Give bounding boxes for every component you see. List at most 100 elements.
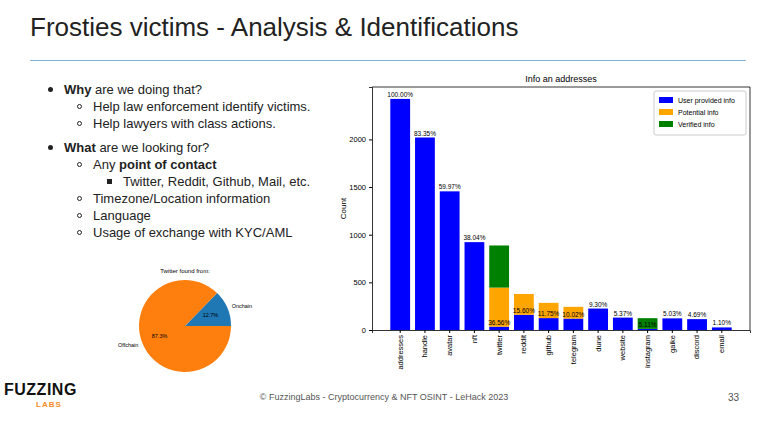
data-label: 87.3% bbox=[152, 333, 168, 339]
bullet-item: Any point of contact bbox=[74, 156, 310, 173]
bullet-run: are we doing that? bbox=[91, 82, 202, 97]
x-tick: website bbox=[618, 330, 627, 361]
tick-label: telegram bbox=[569, 335, 578, 364]
x-tick: avatar bbox=[445, 330, 454, 356]
bar bbox=[514, 293, 534, 294]
x-tick: dune bbox=[594, 330, 603, 352]
bar bbox=[687, 319, 707, 320]
bar bbox=[662, 318, 682, 319]
annotation: 5.11% bbox=[639, 321, 657, 328]
annotation: 4.69% bbox=[688, 311, 707, 318]
x-tick: instagram bbox=[643, 330, 652, 368]
bullet-run: What bbox=[64, 140, 96, 155]
data-label: 12.7% bbox=[203, 312, 219, 318]
bar bbox=[440, 191, 460, 192]
bullet-item: Usage of exchange with KYC/AML bbox=[74, 224, 310, 241]
bar bbox=[687, 319, 707, 320]
bullet-run: Any bbox=[93, 157, 119, 172]
bullet-text: Any point of contact bbox=[93, 157, 217, 172]
page-number: 33 bbox=[728, 392, 739, 403]
slices bbox=[139, 280, 231, 372]
bullet-marker bbox=[107, 179, 112, 184]
tick-mark bbox=[523, 330, 524, 333]
slice-label: Onchain bbox=[232, 303, 253, 309]
annotation: 11.75% bbox=[538, 310, 560, 317]
tick-label: 1000 bbox=[349, 231, 366, 240]
bar bbox=[489, 245, 509, 287]
annotation: 1.10% bbox=[713, 319, 732, 326]
bullet-item: Why are we doing that? bbox=[45, 81, 310, 98]
x-tick: reddit bbox=[519, 330, 528, 354]
bullet-marker bbox=[77, 196, 82, 201]
bullet-run: are we looking for? bbox=[96, 140, 209, 155]
tick-label: 2000 bbox=[349, 135, 366, 144]
slice-label: Offchain bbox=[118, 342, 138, 348]
legend-swatch bbox=[659, 121, 673, 127]
tick-mark bbox=[499, 330, 500, 333]
legend: User provided infoPotential infoVerified… bbox=[654, 91, 746, 135]
bar bbox=[390, 98, 410, 99]
title-rule bbox=[30, 60, 746, 61]
tick-mark bbox=[672, 330, 673, 333]
bullet-marker bbox=[77, 104, 82, 109]
bar bbox=[563, 319, 583, 330]
bar bbox=[588, 309, 608, 330]
y-tick: 1500 bbox=[349, 183, 372, 192]
bullet-run: Usage of exchange with KYC/AML bbox=[93, 225, 292, 240]
bullet-marker bbox=[77, 121, 82, 126]
bullet-text: Help law enforcement identify victims. bbox=[93, 99, 310, 114]
slide: Frosties victims - Analysis & Identifica… bbox=[0, 0, 768, 421]
tick-label: reddit bbox=[519, 334, 528, 354]
frame bbox=[372, 87, 750, 330]
tick-label: 0 bbox=[362, 326, 366, 335]
bar bbox=[440, 191, 460, 192]
bullet-item: Twitter, Reddit, Github, Mail, etc. bbox=[104, 173, 310, 190]
tick-label: discord bbox=[692, 335, 701, 359]
bullet-text: Timezone/Location information bbox=[93, 191, 270, 206]
bar bbox=[712, 327, 732, 328]
tick-mark bbox=[449, 330, 450, 333]
x-tick: discord bbox=[692, 330, 701, 359]
tick-mark bbox=[424, 330, 425, 333]
bar bbox=[390, 99, 410, 330]
bar bbox=[415, 137, 435, 138]
slice bbox=[139, 280, 231, 372]
bullet-text: What are we looking for? bbox=[64, 140, 209, 155]
tick-mark bbox=[369, 187, 372, 188]
tick-label: dune bbox=[594, 335, 603, 352]
bar bbox=[712, 327, 732, 330]
y-tick: 1000 bbox=[349, 231, 372, 240]
charts: 0500100015002000addresseshandleavatarnft… bbox=[0, 0, 768, 421]
bullet-list: Why are we doing that?Help law enforceme… bbox=[45, 81, 310, 241]
footer: © FuzzingLabs - Cryptocurrency & NFT OSI… bbox=[0, 392, 768, 402]
bullet-run: Timezone/Location information bbox=[93, 191, 270, 206]
bar bbox=[415, 138, 435, 330]
chart-title: Info an addresses bbox=[525, 74, 597, 84]
tick-label: gaike bbox=[668, 335, 677, 353]
bullet-text: Help lawyers with class actions. bbox=[93, 116, 276, 131]
bar bbox=[687, 319, 707, 330]
tick-mark bbox=[721, 330, 722, 333]
tick-mark bbox=[598, 330, 599, 333]
legend-entry: Verified info bbox=[659, 121, 715, 128]
tick-label: handle bbox=[420, 335, 429, 358]
bar bbox=[514, 315, 534, 330]
slide-title: Frosties victims - Analysis & Identifica… bbox=[30, 12, 518, 43]
bullet-run: Why bbox=[64, 82, 91, 97]
x-tick: telegram bbox=[569, 330, 578, 364]
x-tick: addresses bbox=[396, 330, 405, 370]
y-tick: 500 bbox=[353, 278, 372, 287]
tick-label: 500 bbox=[353, 278, 366, 287]
tick-label: addresses bbox=[396, 335, 405, 370]
annotation: 10.02% bbox=[562, 311, 584, 318]
tick-label: github bbox=[544, 335, 553, 355]
bar bbox=[613, 318, 633, 330]
annotation: 5.03% bbox=[663, 310, 682, 317]
bar bbox=[662, 318, 682, 330]
bar bbox=[613, 317, 633, 318]
logo-text: FUZZING bbox=[4, 381, 77, 399]
bar bbox=[390, 98, 410, 99]
bullet-item: Timezone/Location information bbox=[74, 190, 310, 207]
y-tick: 2000 bbox=[349, 135, 372, 144]
tick-label: 1500 bbox=[349, 183, 366, 192]
